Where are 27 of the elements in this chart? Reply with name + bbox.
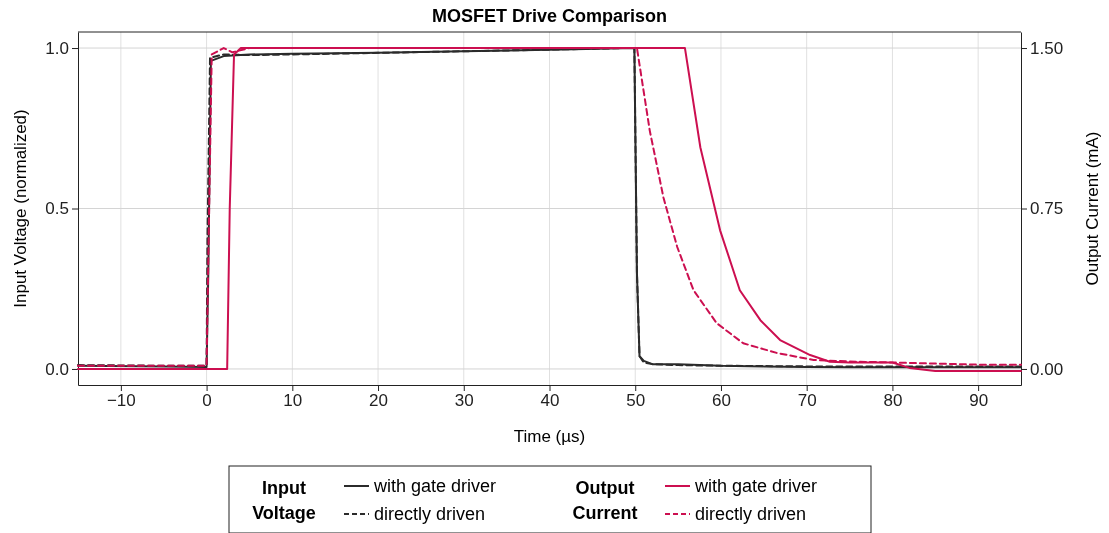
y-tick-label: 1.0 <box>45 38 69 58</box>
x-axis-title: Time (µs) <box>513 427 586 446</box>
legend-label: directly driven <box>374 504 486 524</box>
y2-axis-title: Output Current (mA) <box>1083 131 1102 286</box>
x-tick-label: 10 <box>283 391 303 411</box>
chart-title: MOSFET Drive Comparison <box>431 6 668 26</box>
y-tick-label: 0.0 <box>45 359 69 379</box>
y-axis-title: Input Voltage (normalized) <box>11 109 30 308</box>
y-tick-label: 0.5 <box>45 199 69 219</box>
x-tick-label: 70 <box>797 391 817 411</box>
y2-tick-label: 1.50 <box>1030 38 1064 58</box>
x-tick-label: −10 <box>106 391 136 411</box>
x-tick-label: 50 <box>626 391 646 411</box>
text: Output Current <box>572 478 638 523</box>
x-tick-label: 30 <box>454 391 474 411</box>
x-tick-label: 60 <box>711 391 731 411</box>
x-tick-label: 20 <box>369 391 389 411</box>
legend-label: directly driven <box>695 504 807 524</box>
legend-label: with gate driver <box>373 476 497 496</box>
x-tick-label: 40 <box>540 391 560 411</box>
x-tick-label: 80 <box>883 391 903 411</box>
x-tick-label: 0 <box>202 391 212 411</box>
legend-label: with gate driver <box>694 476 818 496</box>
x-tick-label: 90 <box>969 391 989 411</box>
y2-tick-label: 0.00 <box>1030 359 1064 379</box>
y2-tick-label: 0.75 <box>1030 199 1064 219</box>
text: Input Voltage <box>252 478 316 523</box>
